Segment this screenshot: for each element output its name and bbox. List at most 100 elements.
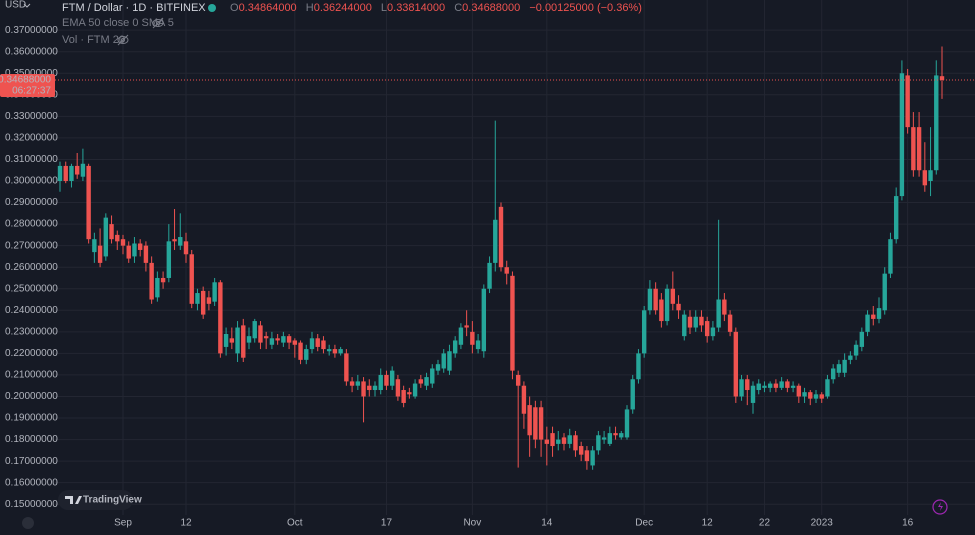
- candle-body: [762, 385, 767, 388]
- dropdown-icon[interactable]: [23, 3, 31, 8]
- indicator-label[interactable]: Vol · FTM 20: [62, 34, 125, 46]
- candle-body: [441, 353, 446, 369]
- x-tick-label: 14: [541, 518, 553, 529]
- candle-body: [819, 394, 824, 399]
- y-tick-label: 0.26000000: [5, 262, 58, 273]
- alert-icon[interactable]: [932, 499, 948, 515]
- y-tick-label: 0.17000000: [5, 456, 58, 467]
- candle-body: [590, 450, 595, 466]
- candle-body: [143, 245, 149, 263]
- candle-body: [292, 340, 298, 345]
- candle-body: [699, 316, 704, 326]
- candle-body: [613, 433, 618, 436]
- candle-body: [682, 314, 687, 337]
- hidden-icon[interactable]: [117, 34, 129, 46]
- status-dot: [208, 4, 216, 12]
- y-tick-label: 0.25000000: [5, 283, 58, 294]
- y-tick-label: 0.21000000: [5, 370, 58, 381]
- candle-body: [584, 450, 590, 462]
- candle-body: [189, 254, 194, 304]
- candle-body: [596, 435, 601, 451]
- candle-body: [607, 433, 613, 444]
- candle-body: [309, 338, 315, 350]
- candle-body: [808, 392, 813, 399]
- candle-body: [670, 288, 676, 304]
- y-tick-label: 0.22000000: [5, 348, 58, 359]
- candle-body: [149, 262, 154, 300]
- y-tick-label: 0.29000000: [5, 197, 58, 208]
- candle-body: [321, 340, 326, 350]
- candle-body: [206, 297, 212, 304]
- candle-body: [109, 224, 114, 240]
- y-tick-label: 0.15000000: [5, 499, 58, 510]
- candle-body: [550, 433, 555, 447]
- candle-body: [796, 385, 802, 397]
- x-tick-label: Oct: [287, 518, 303, 529]
- candle-body: [727, 314, 733, 332]
- currency-label[interactable]: USD: [5, 0, 26, 11]
- candle-body: [790, 385, 796, 388]
- alert-bolt: [938, 502, 943, 511]
- candle-body: [893, 196, 899, 240]
- candle-body: [785, 381, 790, 388]
- last-price-box: [0, 73, 55, 97]
- candle-body: [619, 433, 624, 438]
- candle-body: [601, 437, 607, 440]
- candle-body: [556, 439, 561, 444]
- candles: [57, 46, 945, 470]
- candle-body: [126, 245, 131, 259]
- indicator-label[interactable]: EMA 50 close 0 SMA 5: [62, 17, 174, 29]
- candle-body: [183, 241, 189, 255]
- candle-body: [241, 325, 246, 358]
- candle-body: [92, 239, 97, 253]
- candle-body: [493, 219, 498, 263]
- countdown-label: 06:27:37: [12, 86, 51, 97]
- ohlc-value: 0.33814000: [387, 2, 445, 14]
- candle-body: [636, 353, 641, 380]
- candle-body: [481, 288, 487, 352]
- candle-body: [641, 310, 647, 354]
- candle-body: [538, 407, 544, 440]
- candle-body: [372, 385, 378, 391]
- hidden-icon[interactable]: [152, 17, 164, 29]
- y-tick-label: 0.16000000: [5, 477, 58, 488]
- candle-body: [544, 439, 550, 444]
- candle-body: [716, 299, 721, 328]
- candle-body: [830, 368, 836, 380]
- candle-body: [527, 405, 532, 436]
- candle-body: [653, 288, 658, 311]
- scale-button[interactable]: [22, 517, 34, 529]
- candle-body: [934, 75, 939, 171]
- candle-body: [842, 359, 847, 373]
- candle-body: [275, 338, 280, 341]
- candle-body: [882, 273, 887, 311]
- y-tick-label: 0.23000000: [5, 326, 58, 337]
- candle-body: [401, 390, 406, 403]
- candle-body: [521, 385, 527, 414]
- candle-body: [710, 327, 716, 337]
- candle-body: [97, 245, 103, 263]
- candle-body: [939, 76, 945, 80]
- candle-body: [922, 170, 928, 186]
- watermark-logo: [65, 496, 82, 504]
- candle-body: [853, 344, 859, 356]
- candle-body: [229, 338, 235, 343]
- candle-body: [693, 316, 698, 328]
- candle-body: [871, 314, 876, 319]
- candle-body: [470, 331, 475, 345]
- candle-body: [435, 364, 441, 371]
- candle-body: [120, 239, 126, 246]
- change-value: −0.00125000 (−0.36%): [529, 2, 642, 14]
- candle-body: [344, 353, 349, 382]
- ohlc-legend: O0.34864000 H0.36244000 L0.33814000 C0.3…: [230, 2, 642, 14]
- candle-body: [223, 333, 229, 347]
- y-tick-label: 0.36000000: [5, 46, 58, 57]
- x-tick-label: 12: [180, 518, 192, 529]
- candle-body: [498, 206, 504, 268]
- candle-body: [57, 165, 63, 182]
- candle-body: [349, 381, 355, 386]
- candle-body: [722, 299, 727, 315]
- x-tick-label: Sep: [114, 518, 132, 529]
- candle-body: [326, 349, 332, 352]
